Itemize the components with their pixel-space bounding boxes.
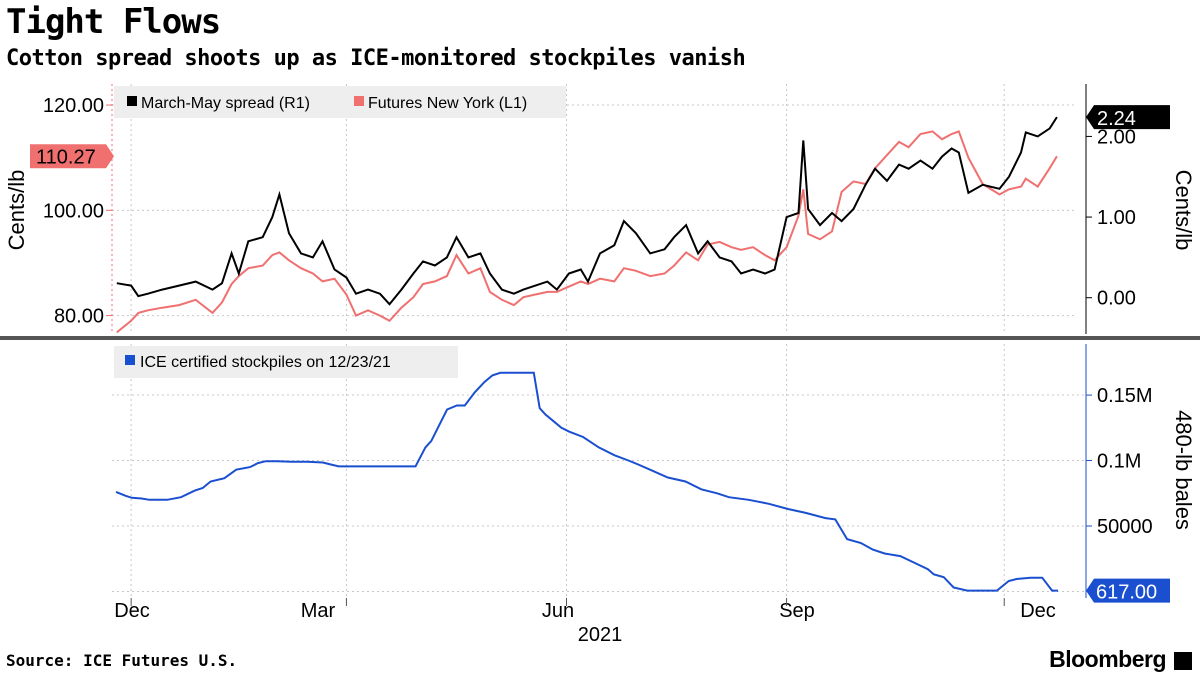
right-tick-label: 0.1M xyxy=(1097,451,1141,473)
x-tick-label: Mar xyxy=(301,600,336,622)
bloomberg-terminal-icon xyxy=(1174,652,1192,670)
right-tick-label: 50000 xyxy=(1097,516,1153,538)
source-note: Source: ICE Futures U.S. xyxy=(6,651,238,670)
right-tick-label: 2.00 xyxy=(1097,126,1136,148)
x-tick-label: Sep xyxy=(779,600,815,622)
left-tick-label: 100.00 xyxy=(43,200,104,222)
right-tick-label: 0.00 xyxy=(1097,288,1136,310)
x-tick-label: Dec xyxy=(1020,600,1056,622)
legend-swatch-stockpiles xyxy=(125,355,135,365)
x-year-label: 2021 xyxy=(578,624,623,646)
right-tick-label: 1.00 xyxy=(1097,207,1136,229)
legend-swatch-futures xyxy=(354,96,364,106)
stockpiles-line xyxy=(115,371,1058,592)
right-axis-title: Cents/lb xyxy=(1171,170,1196,251)
spread-last-value: 2.24 xyxy=(1097,108,1136,130)
bottom-axis-title: 480-lb bales xyxy=(1171,410,1196,530)
futures-line xyxy=(116,130,1058,334)
spread-last-badge xyxy=(1086,105,1170,130)
legend-label-stockpiles: ICE certified stockpiles on 12/23/21 xyxy=(140,354,391,371)
stockpiles-last-value: 617.00 xyxy=(1096,582,1157,604)
panel-divider xyxy=(0,336,1200,340)
brand-logo: Bloomberg xyxy=(1049,646,1166,672)
left-axis-title: Cents/lb xyxy=(4,170,29,251)
legend-box-bottom xyxy=(114,346,458,378)
legend-label-spread: March-May spread (R1) xyxy=(141,95,310,112)
legend-box xyxy=(114,86,566,118)
chart-title: Tight Flows xyxy=(6,2,221,42)
chart-subtitle: Cotton spread shoots up as ICE-monitored… xyxy=(6,46,746,71)
x-tick-label: Dec xyxy=(114,600,150,622)
futures-last-value: 110.27 xyxy=(36,146,96,168)
legend-label-futures: Futures New York (L1) xyxy=(368,95,527,112)
x-tick-label: Jun xyxy=(542,600,574,622)
left-tick-label: 120.00 xyxy=(43,95,104,117)
right-tick-label: 0.15M xyxy=(1097,385,1153,407)
stockpiles-last-badge xyxy=(1086,578,1170,603)
left-tick-label: 80.00 xyxy=(54,306,104,328)
spread-line xyxy=(116,116,1058,306)
futures-last-badge xyxy=(30,144,114,169)
legend-swatch-spread xyxy=(127,96,137,106)
